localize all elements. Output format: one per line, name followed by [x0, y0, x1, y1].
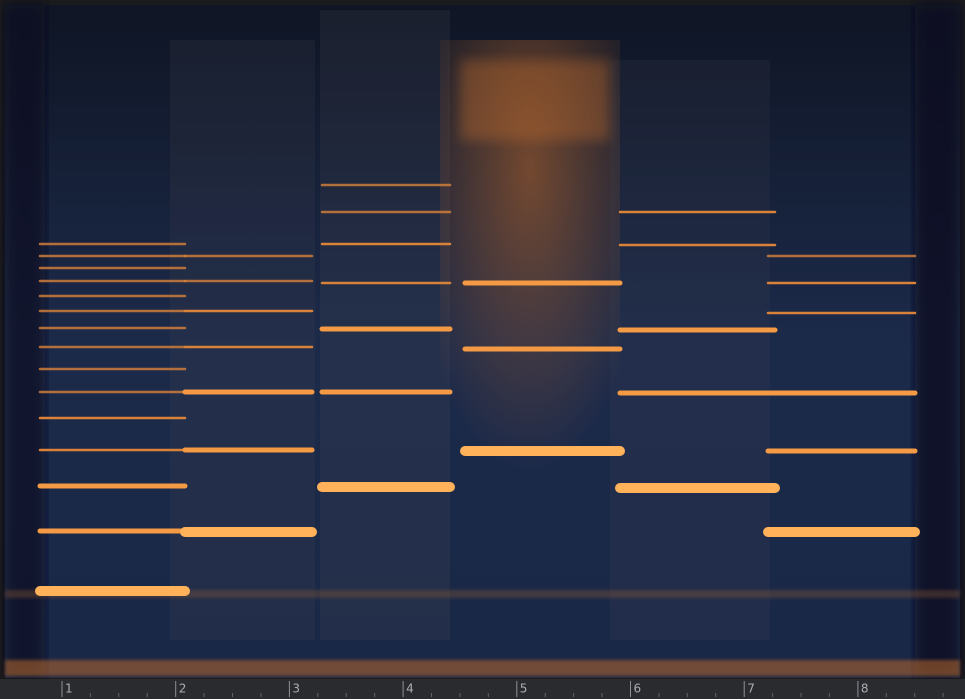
low-band — [5, 590, 960, 598]
ruler-label: 6 — [634, 682, 642, 696]
ruler-label: 5 — [520, 682, 528, 696]
ruler-label: 4 — [406, 682, 414, 696]
ruler-label: 8 — [861, 682, 869, 696]
note-region — [610, 60, 770, 640]
edge-shade — [5, 5, 45, 678]
ruler-label: 2 — [179, 682, 187, 696]
low-band — [5, 660, 960, 676]
noise-haze — [460, 60, 610, 140]
ruler-label: 7 — [747, 682, 755, 696]
ruler-ticks: 1 2 3 4 5 6 7 8 — [61, 681, 944, 697]
harmonics — [35, 182, 920, 602]
ruler-label: 1 — [65, 682, 73, 696]
time-ruler — [0, 679, 965, 699]
edge-shade — [915, 5, 960, 678]
note-region — [170, 40, 315, 640]
ruler-label: 3 — [292, 682, 300, 696]
